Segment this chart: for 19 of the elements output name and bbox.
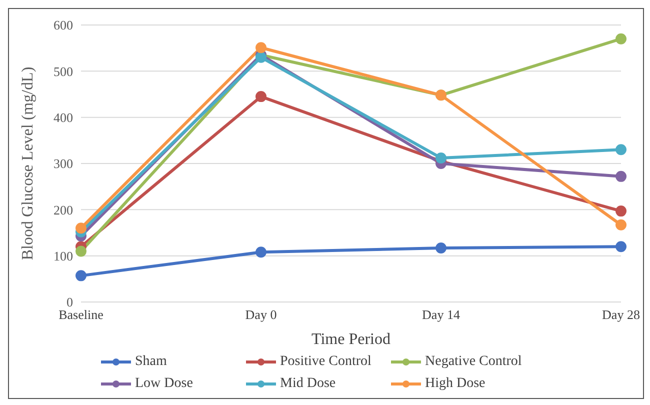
legend-label: Negative Control: [425, 354, 522, 370]
legend-label: High Dose: [425, 376, 486, 392]
legend-label: Mid Dose: [280, 376, 336, 392]
y-tick-label: 200: [54, 202, 73, 218]
legend-label: Positive Control: [280, 354, 372, 370]
x-tick-label: Day 14: [422, 307, 460, 322]
legend-label: Low Dose: [135, 376, 193, 392]
y-tick-label: 300: [54, 156, 73, 172]
legend-label: Sham: [135, 354, 167, 370]
y-tick-label: 0: [66, 294, 73, 310]
x-tick-label: Baseline: [58, 307, 104, 322]
x-axis-title: Time Period: [312, 331, 390, 348]
x-tick-label: Day 28: [602, 307, 640, 322]
y-tick-label: 500: [54, 64, 73, 79]
x-tick-label: Day 0: [245, 307, 277, 322]
y-tick-label: 100: [54, 248, 73, 264]
y-tick-label: 600: [54, 18, 73, 33]
y-axis-title: Blood Glucose Level (mg/dL): [20, 66, 37, 260]
y-tick-label: 400: [54, 110, 73, 125]
